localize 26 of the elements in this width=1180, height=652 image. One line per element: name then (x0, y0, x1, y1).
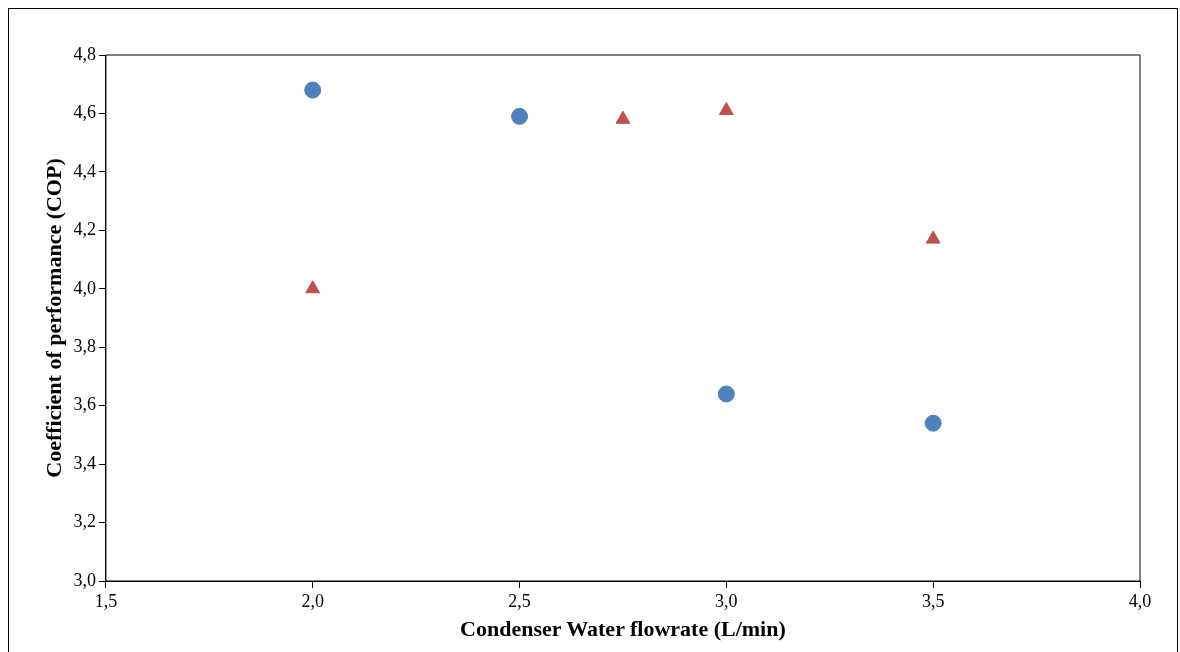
y-tick-label: 4,6 (73, 102, 96, 123)
y-axis-title: Coefficient of performance (COP) (40, 158, 66, 478)
x-tick-label: 4,0 (1128, 590, 1152, 611)
y-tick-label: 3,4 (73, 452, 96, 473)
point (925, 230, 941, 244)
y-tick-label: 4,4 (73, 160, 96, 181)
y-tick-label: 3,8 (73, 335, 96, 356)
point (615, 110, 631, 124)
y-tick-label: 4,2 (73, 219, 96, 240)
x-tick-label: 3,0 (715, 590, 738, 611)
x-tick-label: 2,5 (508, 590, 531, 611)
x-tick-label: 3,5 (921, 590, 945, 611)
x-axis-title: Condenser Water flowrate (L/min) (460, 616, 786, 642)
y-tick-label: 4,8 (73, 43, 96, 64)
y-tick-label: 3,6 (73, 394, 96, 415)
point (718, 102, 734, 116)
point (305, 280, 321, 294)
y-tick-label: 3,2 (73, 511, 96, 532)
x-tick-label: 2,0 (301, 590, 324, 611)
y-tick-label: 4,0 (73, 277, 96, 298)
x-tick-label: 1,5 (94, 590, 118, 611)
point (717, 385, 735, 403)
point (924, 414, 942, 432)
point (304, 81, 322, 99)
y-tick-label: 3,0 (73, 569, 96, 590)
point (511, 107, 529, 125)
